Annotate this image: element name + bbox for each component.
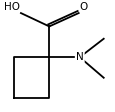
Text: HO: HO [4,2,20,12]
Text: O: O [79,2,87,12]
Text: N: N [75,52,83,62]
